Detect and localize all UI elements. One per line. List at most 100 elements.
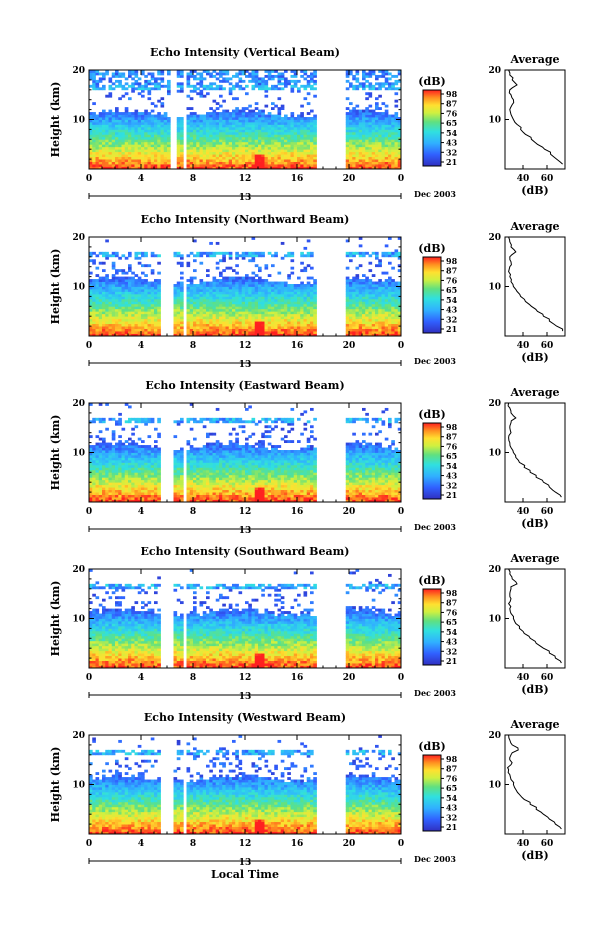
heatmap-cell xyxy=(271,333,275,337)
heatmap-cell xyxy=(98,159,103,162)
heatmap-cell xyxy=(160,129,165,133)
heatmap-cell xyxy=(235,159,239,162)
heatmap-cell xyxy=(300,154,304,158)
heatmap-cell xyxy=(378,259,382,263)
heatmap-cell xyxy=(290,156,295,160)
heatmap-cell xyxy=(362,87,366,91)
heatmap-cell xyxy=(131,281,135,285)
heatmap-cell xyxy=(180,141,184,145)
heatmap-cell xyxy=(290,136,295,140)
heatmap-cell xyxy=(222,269,226,273)
heatmap-cell xyxy=(167,161,171,165)
heatmap-cell xyxy=(189,151,194,155)
heatmap-cell xyxy=(235,251,239,255)
heatmap-cell xyxy=(95,136,100,140)
heatmap-cell xyxy=(189,146,194,150)
heatmap-cell xyxy=(274,326,278,329)
heatmap-cell xyxy=(111,462,116,466)
heatmap-cell xyxy=(215,298,220,302)
heatmap-cell xyxy=(154,154,158,158)
heatmap-cell xyxy=(137,114,142,118)
heatmap-cell xyxy=(98,328,103,332)
heatmap-cell xyxy=(157,72,161,76)
heatmap-cell xyxy=(95,316,100,320)
heatmap-cell xyxy=(349,141,353,145)
x-tick-label: 20 xyxy=(343,174,356,184)
heatmap-cell xyxy=(108,286,113,290)
heatmap-cell xyxy=(206,156,210,160)
heatmap-cell xyxy=(225,112,230,115)
heatmap-cell xyxy=(267,149,272,153)
heatmap-cell xyxy=(264,94,269,98)
heatmap-cell xyxy=(222,331,226,334)
heatmap-cell xyxy=(293,296,298,300)
heatmap-cell xyxy=(193,77,197,81)
heatmap-cell xyxy=(118,129,122,133)
heatmap-cell xyxy=(105,323,109,327)
heatmap-cell xyxy=(193,313,197,317)
heatmap-cell xyxy=(199,164,204,167)
heatmap-cell xyxy=(124,281,129,285)
heatmap-cell xyxy=(173,313,178,317)
heatmap-cell xyxy=(111,472,116,476)
heatmap-cell xyxy=(225,77,230,81)
heatmap-cell xyxy=(225,144,230,148)
heatmap-cell xyxy=(118,117,122,120)
heatmap-cell xyxy=(362,328,366,332)
heatmap-cell xyxy=(186,121,191,125)
heatmap-cell xyxy=(108,447,113,451)
heatmap-cell xyxy=(362,308,366,312)
heatmap-cell xyxy=(144,114,148,118)
heatmap-cell xyxy=(349,306,353,310)
heatmap-cell xyxy=(345,144,350,148)
heatmap-cell xyxy=(232,87,236,91)
heatmap-cell xyxy=(89,311,93,315)
heatmap-cell xyxy=(368,281,373,285)
heatmap-cell xyxy=(345,131,350,135)
heatmap-cell xyxy=(310,293,314,297)
heatmap-cell xyxy=(300,149,304,153)
heatmap-cell xyxy=(345,161,350,165)
heatmap-cell xyxy=(290,139,295,143)
heatmap-cell xyxy=(254,144,259,148)
heatmap-cell xyxy=(287,136,291,140)
heatmap-cell xyxy=(271,144,275,148)
heatmap-cell xyxy=(102,117,106,120)
heatmap-cell xyxy=(141,254,145,258)
heatmap-cell xyxy=(397,308,402,312)
heatmap-cell xyxy=(199,141,204,145)
heatmap-cell xyxy=(157,316,161,320)
heatmap-cell xyxy=(95,131,100,135)
heatmap-cell xyxy=(186,117,191,120)
heatmap-cell xyxy=(154,326,158,329)
heatmap-cell xyxy=(241,117,246,120)
heatmap-cell xyxy=(384,117,389,120)
heatmap-cell xyxy=(137,144,142,148)
heatmap-cell xyxy=(108,134,113,138)
heatmap-cell xyxy=(271,286,275,290)
heatmap-cell xyxy=(303,72,308,76)
heatmap-cell xyxy=(241,281,246,285)
heatmap-cell xyxy=(245,328,249,332)
heatmap-cell xyxy=(196,296,200,300)
heatmap-cell xyxy=(277,79,282,83)
heatmap-cell xyxy=(89,333,93,337)
heatmap-cell xyxy=(212,291,217,295)
heatmap-cell xyxy=(150,271,155,275)
heatmap-cell xyxy=(280,313,285,317)
heatmap-cell xyxy=(160,146,165,150)
heatmap-cell xyxy=(241,286,246,290)
heatmap-cell xyxy=(258,326,262,329)
heatmap-cell xyxy=(212,321,217,325)
heatmap-cell xyxy=(124,124,129,128)
heatmap-cell xyxy=(378,161,382,165)
heatmap-cell xyxy=(193,121,197,125)
heatmap-cell xyxy=(118,494,122,498)
heatmap-cell xyxy=(215,146,220,150)
heatmap-cell xyxy=(124,109,129,113)
heatmap-cell xyxy=(196,326,200,329)
heatmap-cell xyxy=(105,462,109,466)
heatmap-cell xyxy=(121,74,126,78)
heatmap-cell xyxy=(254,134,259,138)
heatmap-cell xyxy=(277,154,282,158)
